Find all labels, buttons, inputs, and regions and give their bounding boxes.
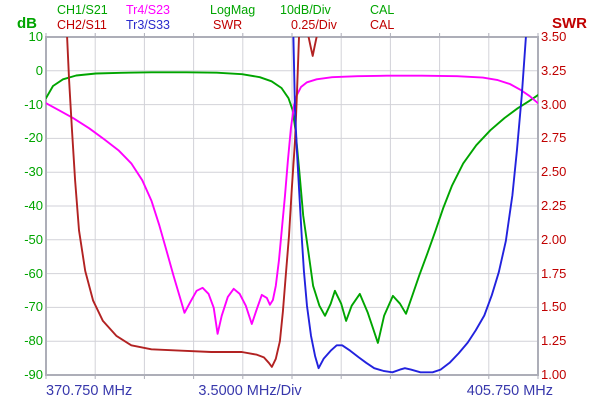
right-axis-tick-label: 2.75: [541, 130, 567, 146]
right-axis-tick-label: 3.50: [541, 29, 567, 44]
left-axis-tick-label: -50: [24, 231, 43, 247]
plot-frame: [45, 36, 539, 376]
trace-label-tr3-s33[interactable]: Tr3/S33: [126, 18, 171, 32]
trace-tr4_s23: [46, 74, 538, 335]
left-axis-tick-label: -10: [24, 96, 43, 112]
right-axis-tick-label: 2.25: [541, 198, 567, 213]
left-axis-tick-label: -70: [24, 299, 43, 315]
trace-ch1_s21: [46, 71, 538, 344]
right-axis-tick-label: 2.00: [541, 231, 567, 247]
left-axis-tick-label: -40: [24, 198, 43, 213]
start-frequency-label[interactable]: 370.750 MHz: [46, 383, 133, 399]
format-label-swr[interactable]: SWR: [213, 18, 243, 32]
left-axis-tick-label: -20: [24, 130, 43, 146]
right-axis-tick-label: 1.75: [541, 265, 567, 281]
right-axis-tick-label: 1.50: [541, 299, 567, 315]
trace-label-tr4-s23[interactable]: Tr4/S23: [126, 3, 171, 17]
trace-ch2_s11: [307, 37, 318, 57]
right-axis-unit: SWR: [552, 15, 587, 32]
stop-frequency-label[interactable]: 405.750 MHz: [466, 383, 553, 399]
trace-ch2_s11: [66, 37, 300, 368]
left-axis-tick-label: -90: [24, 367, 43, 382]
left-axis-tick-label: -30: [24, 164, 43, 180]
right-axis-tick-label: 3.00: [541, 96, 567, 112]
trace-label-ch1-s21[interactable]: CH1/S21: [57, 3, 108, 17]
left-axis-tick-label: -80: [24, 333, 43, 349]
scale-label-025-div[interactable]: 0.25/Div: [291, 18, 337, 32]
format-label-logmag[interactable]: LogMag: [210, 3, 256, 17]
left-axis-unit: dB: [17, 15, 37, 32]
left-axis-tick-label: 10: [28, 29, 43, 44]
right-axis-tick-label: 2.50: [541, 164, 567, 180]
trace-label-ch2-s11[interactable]: CH2/S11: [57, 18, 107, 32]
cal-label-row2[interactable]: CAL: [370, 18, 395, 32]
left-axis-tick-label: -60: [24, 265, 43, 281]
left-axis-tick-label: 0: [35, 62, 43, 78]
span-per-div-label[interactable]: 3.5000 MHz/Div: [198, 383, 302, 399]
right-axis-tick-label: 1.00: [541, 367, 567, 382]
cal-label-row1[interactable]: CAL: [370, 3, 395, 17]
trace-tr3_s33: [292, 37, 527, 374]
right-axis-tick-label: 1.25: [541, 333, 567, 349]
scale-label-10db-div[interactable]: 10dB/Div: [280, 3, 331, 17]
right-axis-tick-label: 3.25: [541, 62, 567, 78]
